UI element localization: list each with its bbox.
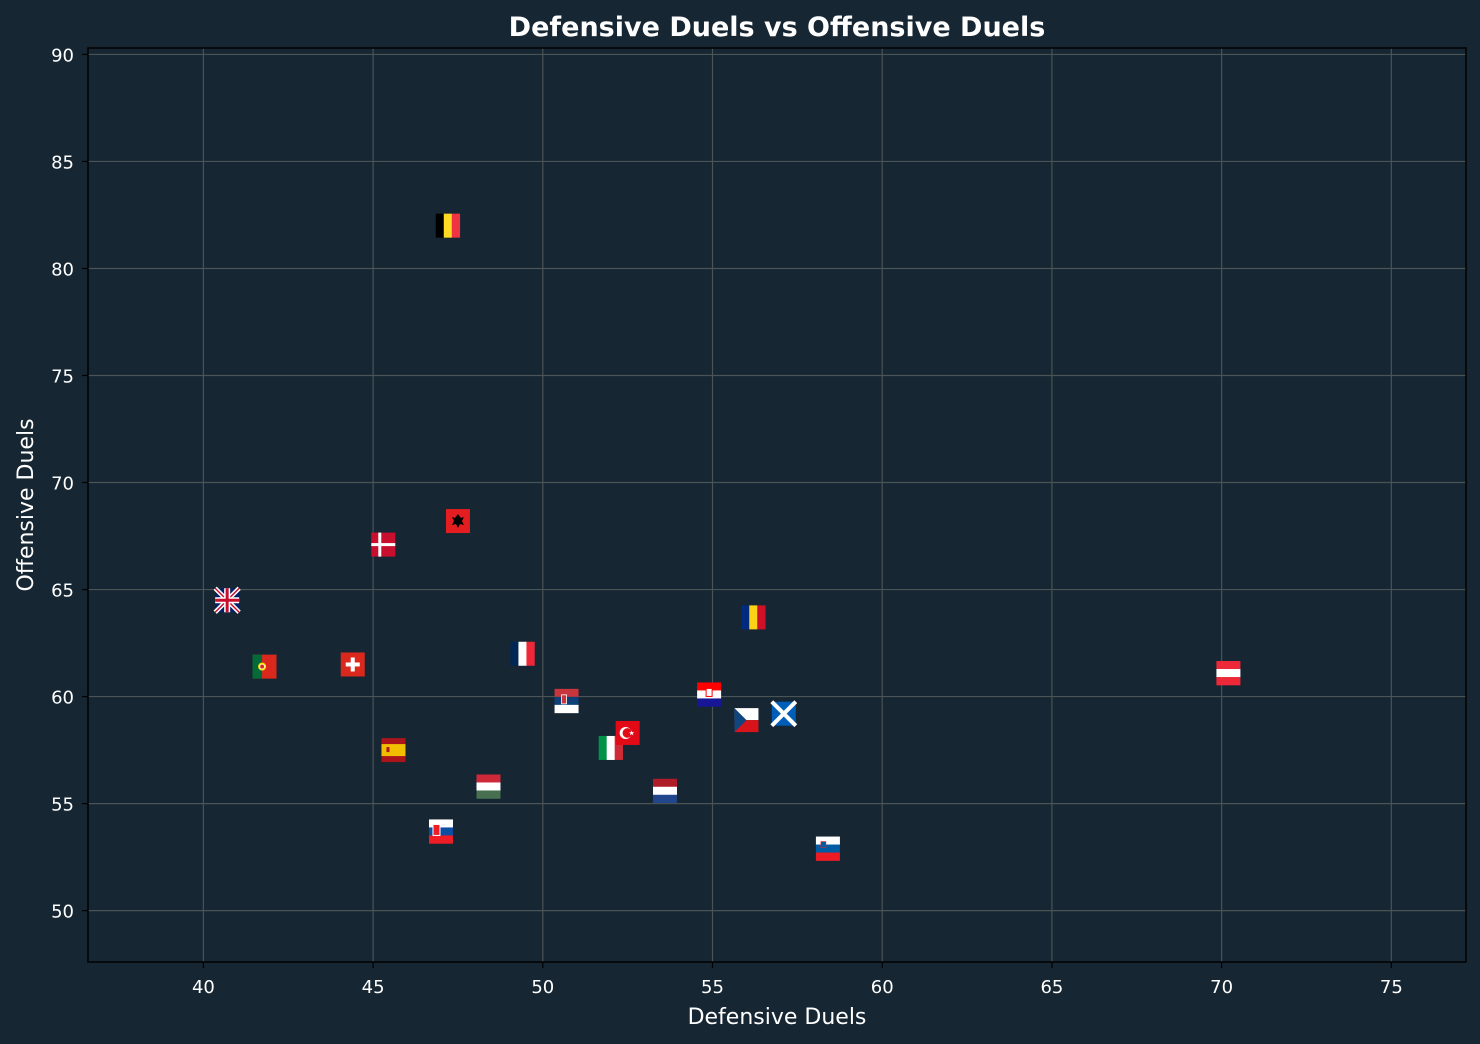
plot-frame — [87, 47, 1467, 963]
chart-title: Defensive Duels vs Offensive Duels — [509, 12, 1046, 43]
albania-flag — [445, 509, 470, 534]
x-tick-label: 40 — [192, 977, 215, 998]
czechia-flag — [734, 708, 759, 733]
england-flag — [213, 586, 241, 614]
x-tick-label: 55 — [701, 977, 724, 998]
x-tick-label: 60 — [871, 977, 894, 998]
y-tick-label: 90 — [51, 45, 74, 66]
x-axis-label: Defensive Duels — [688, 1005, 867, 1030]
slovenia-flag — [815, 836, 840, 861]
data-points — [213, 213, 1241, 861]
switzerland-flag — [340, 652, 365, 677]
y-tick-label: 70 — [51, 474, 74, 495]
italy-flag — [598, 735, 623, 760]
y-tick-label: 55 — [51, 795, 74, 816]
x-axis-ticks: 40 45 50 55 60 65 70 75 — [192, 962, 1403, 998]
y-tick-label: 85 — [51, 152, 74, 173]
netherlands-flag — [652, 778, 677, 804]
y-tick-label: 65 — [51, 581, 74, 602]
turkey-flag — [615, 720, 640, 745]
romania-flag — [741, 605, 766, 630]
hungary-flag — [476, 774, 501, 799]
slovakia-flag — [428, 819, 453, 844]
y-tick-label: 75 — [51, 366, 74, 387]
belgium-flag — [435, 213, 461, 238]
y-tick-label: 80 — [51, 259, 74, 280]
x-tick-label: 50 — [531, 977, 554, 998]
x-tick-label: 65 — [1040, 977, 1063, 998]
serbia-flag — [554, 688, 579, 714]
spain-flag — [381, 738, 406, 763]
scotland-flag — [770, 700, 798, 728]
croatia-flag — [697, 682, 722, 707]
y-tick-label: 60 — [51, 688, 74, 709]
x-tick-label: 70 — [1210, 977, 1233, 998]
x-tick-label: 75 — [1380, 977, 1403, 998]
austria-flag — [1216, 661, 1241, 686]
france-flag — [510, 641, 535, 666]
y-axis-label: Offensive Duels — [14, 418, 39, 591]
portugal-flag — [252, 654, 277, 679]
grid — [88, 48, 1466, 962]
y-axis-ticks: 50 55 60 65 70 75 80 85 90 — [51, 45, 88, 923]
x-tick-label: 45 — [362, 977, 385, 998]
denmark-flag — [371, 532, 396, 557]
y-tick-label: 50 — [51, 902, 74, 923]
